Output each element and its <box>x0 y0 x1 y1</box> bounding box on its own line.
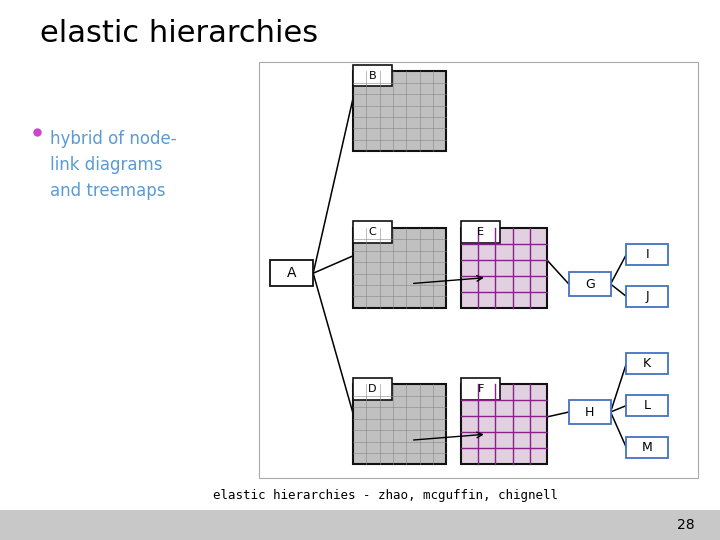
Bar <box>259 62 698 478</box>
Text: A: A <box>287 266 297 280</box>
Text: K: K <box>643 357 652 370</box>
Bar <box>353 228 446 308</box>
Bar <box>0 510 720 540</box>
Text: C: C <box>369 227 377 237</box>
Bar <box>461 221 500 243</box>
Bar <box>461 228 547 308</box>
Bar <box>270 260 313 286</box>
Text: elastic hierarchies - zhao, mcguffin, chignell: elastic hierarchies - zhao, mcguffin, ch… <box>212 489 558 502</box>
Bar <box>569 272 611 296</box>
Text: F: F <box>477 384 484 394</box>
Text: H: H <box>585 406 595 419</box>
Text: hybrid of node-
link diagrams
and treemaps: hybrid of node- link diagrams and treema… <box>50 130 177 200</box>
Bar <box>626 437 668 458</box>
Bar <box>353 65 392 86</box>
Bar <box>353 71 446 151</box>
Text: B: B <box>369 71 377 80</box>
Bar <box>626 353 668 374</box>
Text: M: M <box>642 441 652 454</box>
Bar <box>626 395 668 416</box>
Bar <box>461 384 547 464</box>
Bar <box>626 244 668 265</box>
Bar <box>626 286 668 307</box>
Bar <box>461 378 500 400</box>
Text: L: L <box>644 399 651 412</box>
Text: E: E <box>477 227 484 237</box>
Bar <box>353 384 446 464</box>
Bar <box>353 378 392 400</box>
Bar <box>569 400 611 424</box>
Text: D: D <box>369 384 377 394</box>
Text: J: J <box>645 290 649 303</box>
Text: elastic hierarchies: elastic hierarchies <box>40 19 318 48</box>
Bar <box>353 221 392 243</box>
Text: G: G <box>585 278 595 291</box>
Text: I: I <box>645 248 649 261</box>
Text: 28: 28 <box>678 518 695 532</box>
